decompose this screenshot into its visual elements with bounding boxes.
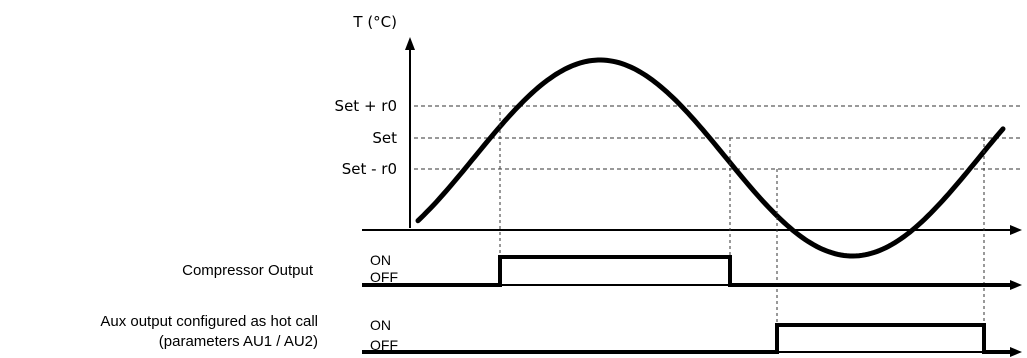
- compressor-output-label: Compressor Output: [182, 262, 314, 279]
- aux-signal: [362, 323, 1014, 354]
- set-plus-r0-label: Set + r0: [335, 97, 397, 115]
- compressor-signal: [362, 255, 1014, 287]
- set-label: Set: [372, 129, 397, 147]
- temperature-curve: [415, 57, 1006, 259]
- compressor-off-label: OFF: [370, 269, 398, 285]
- aux-off-label: OFF: [370, 337, 398, 353]
- aux-axis-arrow: [1010, 347, 1022, 357]
- axis-title: T (°C): [352, 13, 397, 31]
- compressor-on-label: ON: [370, 252, 391, 268]
- aux-output-label-line-2: (parameters AU1 / AU2): [159, 333, 318, 350]
- aux-output-label-line-1: Aux output configured as hot call: [100, 313, 318, 330]
- compressor-axis-arrow: [1010, 280, 1022, 290]
- aux-on-label: ON: [370, 317, 391, 333]
- temperature-axis-arrow: [405, 37, 415, 50]
- time-axis-arrow: [1010, 225, 1022, 235]
- set-minus-r0-label: Set - r0: [342, 160, 397, 178]
